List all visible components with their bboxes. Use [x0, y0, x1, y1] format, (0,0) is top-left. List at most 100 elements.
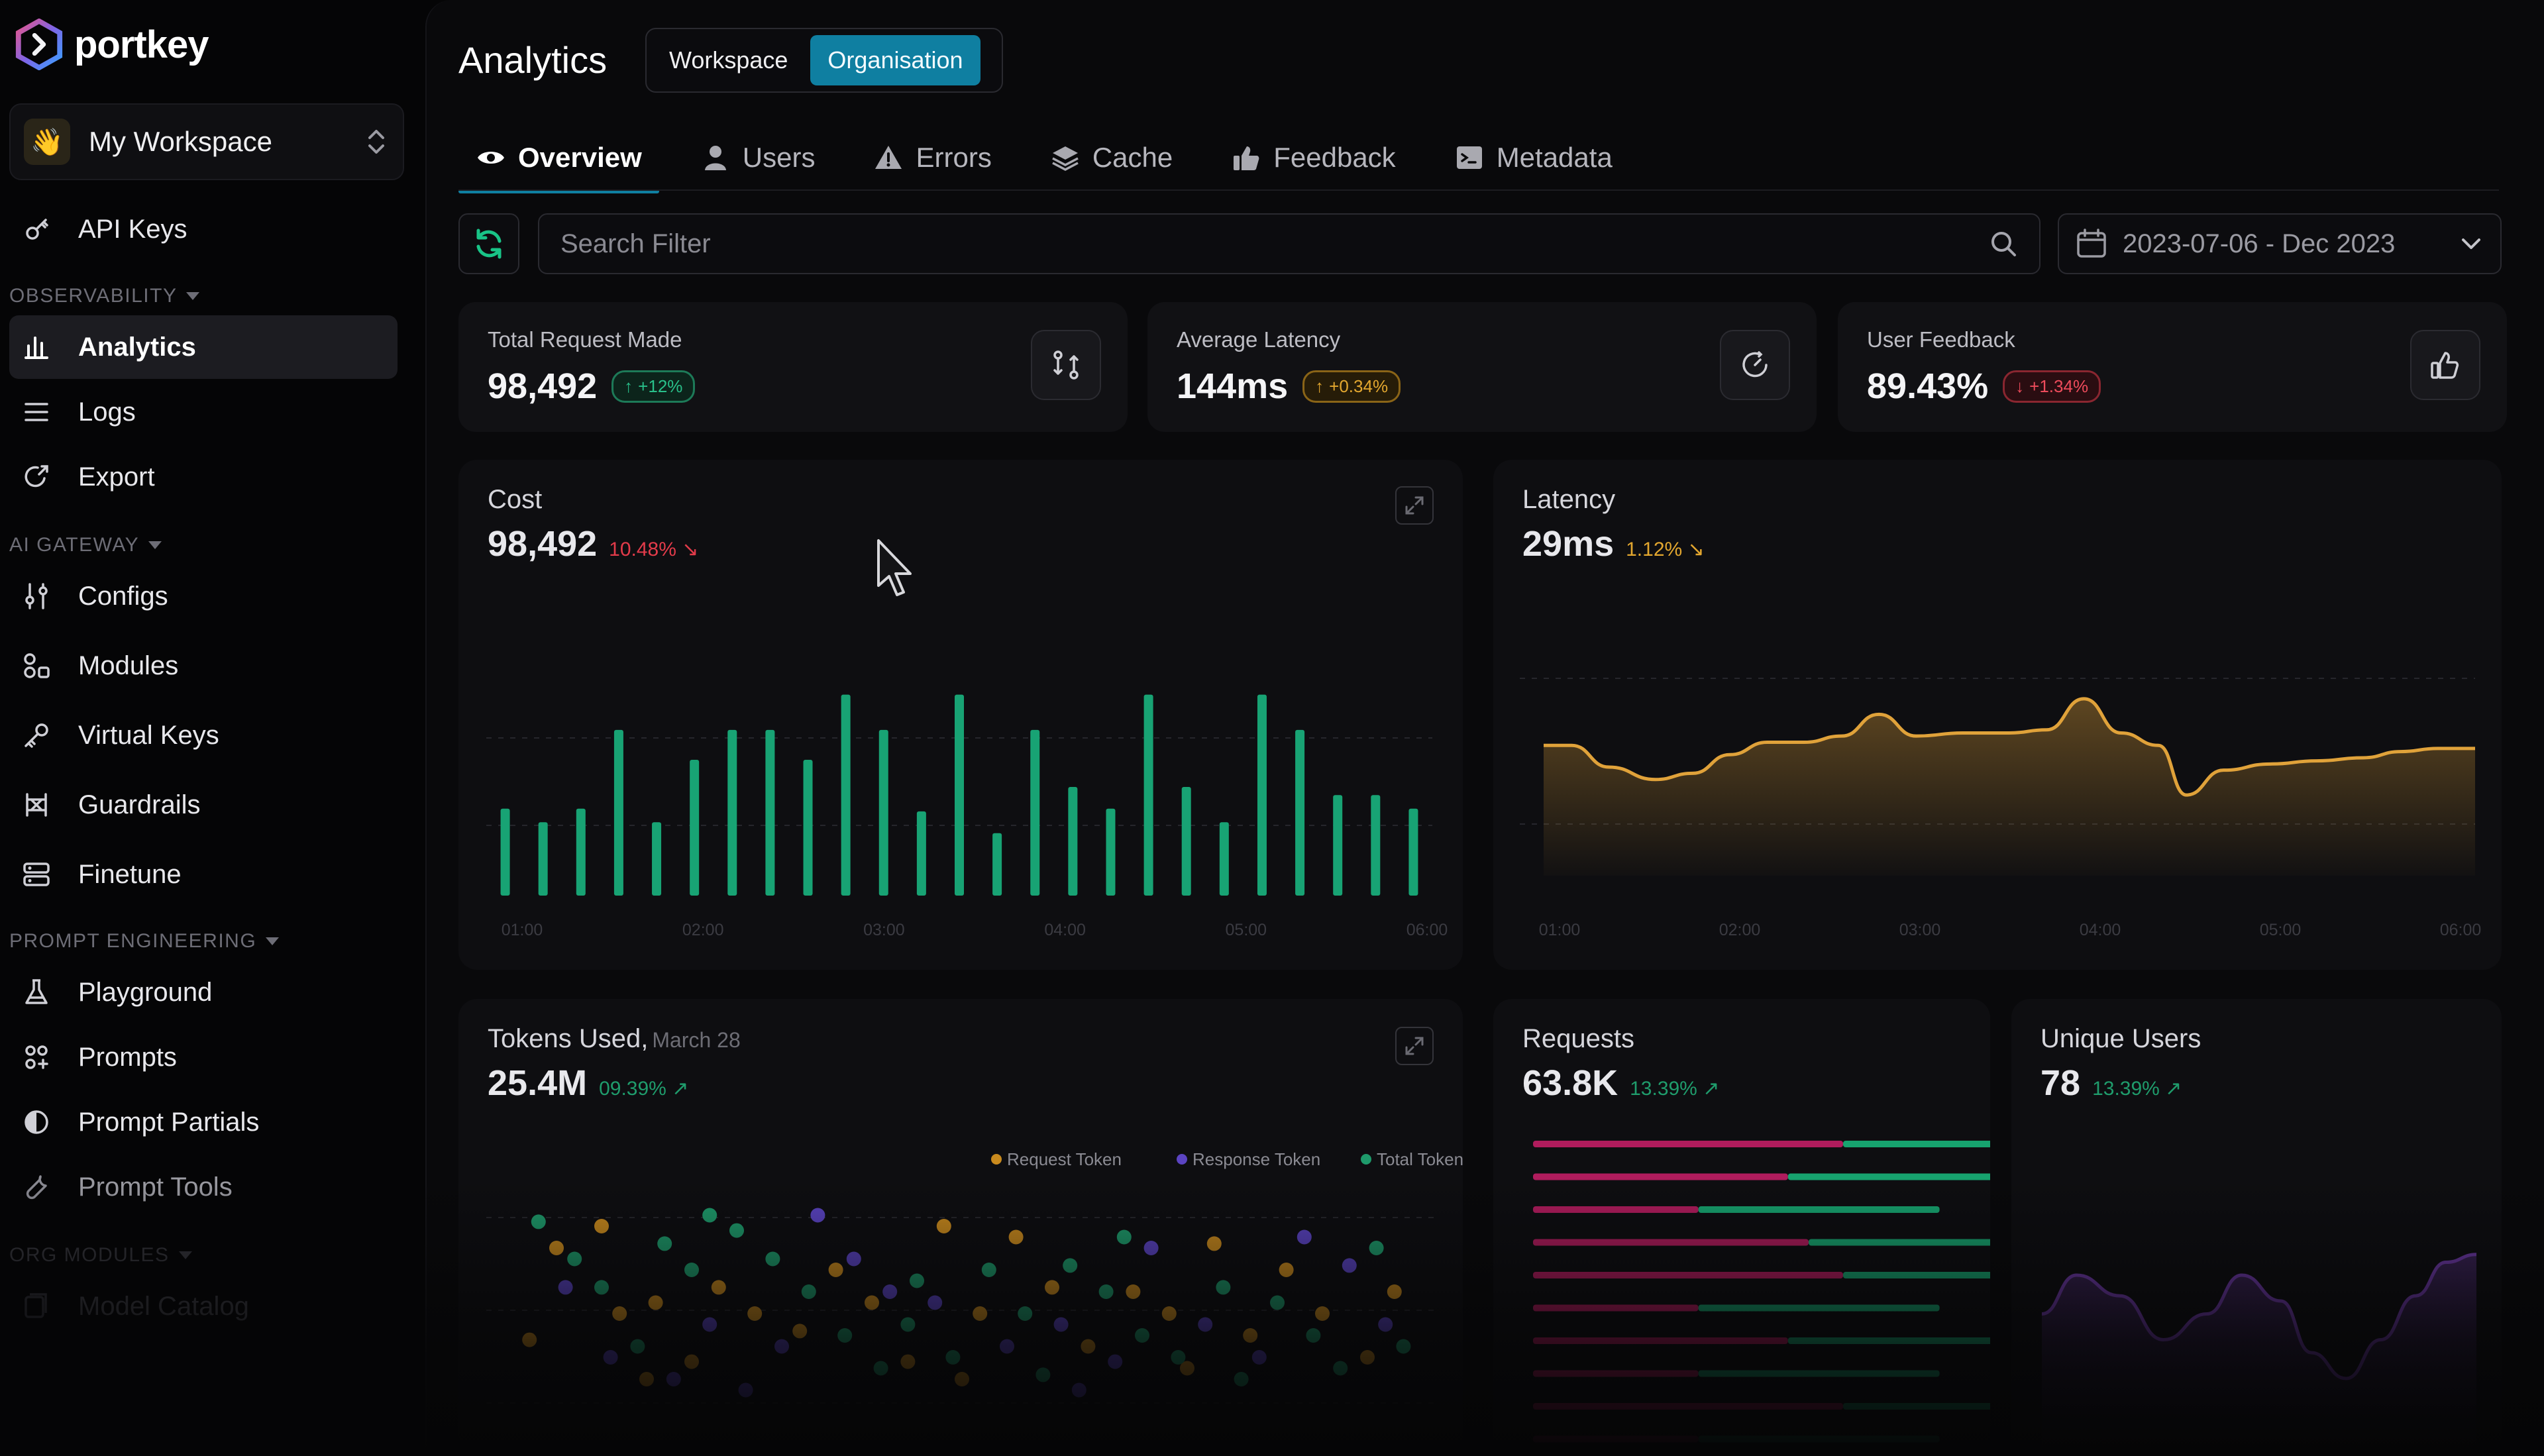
token-point	[1306, 1328, 1321, 1343]
cost-bar	[1257, 694, 1267, 896]
trend-up-icon: ↗	[2165, 1078, 2182, 1100]
sidebar-item-label: Configs	[78, 581, 168, 611]
sidebar-item-model-catalog[interactable]: Model Catalog	[9, 1274, 398, 1338]
brand-logo[interactable]: portkey	[13, 19, 209, 70]
sidebar-item-label: Prompts	[78, 1042, 177, 1072]
token-point	[837, 1328, 853, 1343]
stat-value: 98,492	[488, 366, 598, 406]
caret-down-icon	[178, 1251, 192, 1259]
token-point	[801, 1284, 816, 1299]
sidebar-item-label: Logs	[78, 397, 136, 427]
x-axis-tick: 05:00	[1226, 921, 1267, 939]
token-point	[1063, 1258, 1078, 1273]
request-bar-pink	[1533, 1403, 1843, 1410]
modules-icon	[19, 648, 54, 684]
tab-cache[interactable]: Cache	[1033, 123, 1190, 192]
sidebar-item-logs[interactable]: Logs	[9, 380, 398, 444]
tokens-scatter-chart: Request Token Response Token Total Token	[486, 1149, 1463, 1404]
request-bar-pink	[1533, 1435, 1699, 1443]
calendar-icon	[2077, 229, 2106, 258]
tab-metadata[interactable]: Metadata	[1437, 123, 1630, 192]
scope-toggle: Workspace Organisation	[645, 28, 1003, 93]
tab-overview[interactable]: Overview	[458, 123, 659, 193]
sidebar-item-export[interactable]: Export	[9, 445, 398, 509]
token-point	[1234, 1372, 1249, 1386]
sidebar-item-analytics[interactable]: Analytics	[9, 315, 398, 379]
card-value: 78	[2040, 1063, 2081, 1103]
token-point	[684, 1263, 699, 1277]
scope-workspace-button[interactable]: Workspace	[669, 46, 788, 74]
token-point	[1053, 1317, 1069, 1332]
token-point	[846, 1251, 861, 1267]
sidebar-item-prompt-tools[interactable]: Prompt Tools	[9, 1155, 398, 1219]
git-compare-icon	[1031, 330, 1101, 400]
token-point	[630, 1339, 645, 1354]
request-bar-green	[1843, 1272, 1990, 1278]
stat-change-value: +1.34%	[2029, 376, 2089, 396]
token-point	[900, 1354, 916, 1369]
tab-label: Metadata	[1496, 142, 1613, 173]
tab-feedback[interactable]: Feedback	[1214, 123, 1412, 192]
token-point	[558, 1280, 573, 1295]
section-ai-gateway[interactable]: AI GATEWAY	[9, 534, 162, 556]
section-title: AI GATEWAY	[9, 534, 140, 556]
section-title: ORG MODULES	[9, 1244, 170, 1266]
token-point	[1198, 1317, 1213, 1332]
tab-users[interactable]: Users	[683, 123, 833, 192]
caret-down-icon	[266, 937, 280, 945]
card-change-value: 13.39%	[1630, 1078, 1697, 1100]
sidebar-item-virtual-keys[interactable]: Virtual Keys	[9, 703, 398, 767]
catalog-icon	[19, 1288, 54, 1324]
refresh-button[interactable]	[458, 213, 519, 274]
sidebar-item-label: API Keys	[78, 214, 187, 244]
section-prompt-engineering[interactable]: PROMPT ENGINEERING	[9, 930, 280, 953]
request-bar-green	[1698, 1304, 1940, 1312]
caret-down-icon	[186, 292, 200, 300]
tab-errors[interactable]: Errors	[856, 123, 1008, 192]
x-axis-tick: 02:00	[682, 921, 724, 939]
sidebar-item-prompts[interactable]: Prompts	[9, 1025, 398, 1089]
sidebar-item-api-keys[interactable]: API Keys	[9, 197, 398, 261]
expand-button[interactable]	[1395, 1027, 1434, 1065]
stat-change-badge: ↑ +12%	[611, 370, 696, 403]
sidebar-item-guardrails[interactable]: Guardrails	[9, 773, 398, 837]
cost-bar	[727, 729, 737, 896]
section-observability[interactable]: OBSERVABILITY	[9, 285, 200, 307]
card-title: Tokens Used, March 28	[488, 1024, 741, 1054]
eye-icon	[476, 142, 506, 173]
section-title: PROMPT ENGINEERING	[9, 930, 257, 952]
cost-bar	[1106, 808, 1116, 896]
token-point	[810, 1208, 825, 1223]
metadata-icon	[1454, 142, 1485, 173]
search-input[interactable]	[559, 228, 1988, 260]
token-point	[1243, 1328, 1258, 1343]
token-point	[981, 1263, 996, 1277]
cost-card: Cost 98,492 10.48% ↘ 01:00 02:00 03:00 04:0…	[458, 460, 1463, 970]
date-range-selector[interactable]: 2023-07-06 - Dec 2023	[2058, 213, 2502, 274]
cost-bar	[1143, 694, 1153, 896]
x-axis-tick: 02:00	[1719, 921, 1761, 939]
expand-button[interactable]	[1395, 486, 1434, 525]
token-point	[1216, 1280, 1231, 1295]
card-change-value: 1.12%	[1626, 539, 1683, 560]
sidebar-item-configs[interactable]: Configs	[9, 564, 398, 628]
token-point	[765, 1251, 780, 1267]
request-bar-pink	[1533, 1304, 1699, 1312]
search-icon[interactable]	[1988, 228, 2019, 260]
stat-card-total-requests: Total Request Made 98,492 ↑ +12%	[458, 302, 1128, 432]
sidebar-item-playground[interactable]: Playground	[9, 961, 398, 1024]
scope-organisation-button[interactable]: Organisation	[810, 35, 980, 85]
workspace-selector[interactable]: 👋 My Workspace	[9, 103, 404, 180]
token-point	[973, 1306, 988, 1321]
server-icon	[19, 857, 54, 892]
section-org-modules[interactable]: ORG MODULES	[9, 1244, 192, 1267]
card-value: 63.8K	[1522, 1063, 1618, 1103]
sidebar-item-prompt-partials[interactable]: Prompt Partials	[9, 1090, 398, 1154]
token-point	[1108, 1354, 1123, 1369]
request-bar-pink	[1533, 1272, 1843, 1278]
token-point	[792, 1324, 808, 1339]
token-point	[1116, 1229, 1132, 1245]
sidebar-item-label: Virtual Keys	[78, 720, 219, 750]
sidebar-item-modules[interactable]: Modules	[9, 634, 398, 698]
sidebar-item-finetune[interactable]: Finetune	[9, 843, 398, 906]
